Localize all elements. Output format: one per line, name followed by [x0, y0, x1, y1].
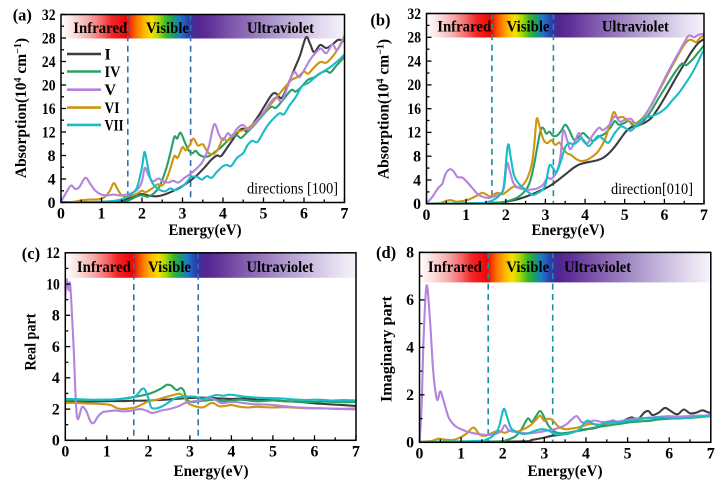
svg-text:Imaginary part: Imaginary part — [379, 295, 396, 402]
svg-text:7: 7 — [700, 207, 708, 224]
svg-text:Infrared: Infrared — [428, 259, 482, 276]
svg-text:5: 5 — [269, 443, 277, 460]
svg-text:28: 28 — [407, 30, 421, 47]
svg-text:(c): (c) — [22, 244, 40, 263]
svg-text:Visible: Visible — [148, 259, 191, 276]
svg-text:4: 4 — [413, 172, 421, 189]
svg-text:(a): (a) — [13, 5, 32, 24]
svg-text:2: 2 — [138, 206, 146, 223]
svg-text:0: 0 — [61, 443, 69, 460]
svg-text:Energy(eV): Energy(eV) — [174, 463, 249, 480]
svg-text:Energy(eV): Energy(eV) — [528, 463, 603, 480]
svg-text:32: 32 — [42, 7, 56, 24]
svg-text:2: 2 — [144, 443, 152, 460]
svg-text:Infrared: Infrared — [437, 19, 491, 36]
svg-text:1: 1 — [457, 445, 465, 462]
svg-text:7: 7 — [700, 207, 708, 224]
svg-text:24: 24 — [42, 54, 56, 71]
svg-text:8: 8 — [48, 148, 56, 165]
svg-text:6: 6 — [311, 443, 319, 460]
svg-text:0: 0 — [52, 433, 60, 450]
svg-text:1: 1 — [462, 207, 470, 224]
svg-text:Ultraviolet: Ultraviolet — [564, 259, 632, 276]
svg-text:5: 5 — [260, 206, 268, 223]
svg-text:4: 4 — [219, 206, 227, 223]
svg-text:5: 5 — [624, 445, 632, 462]
svg-text:12: 12 — [46, 245, 60, 262]
svg-text:0: 0 — [57, 206, 65, 223]
svg-text:Infrared: Infrared — [73, 20, 127, 37]
svg-text:10: 10 — [46, 276, 60, 293]
svg-text:4: 4 — [48, 171, 56, 188]
svg-text:5: 5 — [621, 207, 629, 224]
svg-text:16: 16 — [407, 101, 421, 118]
svg-text:8: 8 — [52, 308, 60, 325]
svg-text:0: 0 — [48, 195, 56, 212]
svg-text:6: 6 — [300, 206, 308, 223]
svg-text:(b): (b) — [370, 10, 390, 29]
svg-text:8: 8 — [413, 149, 421, 166]
svg-text:(d): (d) — [376, 243, 396, 262]
svg-text:4: 4 — [52, 370, 60, 387]
svg-text:6: 6 — [52, 339, 60, 356]
svg-text:3: 3 — [186, 443, 194, 460]
svg-text:Infrared: Infrared — [77, 259, 131, 276]
svg-text:VII: VII — [105, 117, 124, 134]
svg-text:0: 0 — [423, 207, 431, 224]
svg-text:Energy(eV): Energy(eV) — [169, 222, 242, 239]
svg-text:6: 6 — [665, 445, 673, 462]
svg-text:I: I — [105, 47, 111, 64]
svg-text:0: 0 — [406, 435, 414, 452]
svg-text:Ultraviolet: Ultraviolet — [247, 20, 315, 37]
svg-text:VI: VI — [105, 100, 120, 117]
svg-text:Absorption(104 cm−1): Absorption(104 cm−1) — [13, 38, 30, 178]
svg-text:3: 3 — [541, 207, 549, 224]
svg-text:Ultraviolet: Ultraviolet — [602, 19, 670, 36]
svg-text:Absorption(104 cm−1): Absorption(104 cm−1) — [376, 39, 393, 179]
svg-text:16: 16 — [42, 101, 56, 118]
svg-text:7: 7 — [707, 445, 715, 462]
svg-text:7: 7 — [352, 443, 360, 460]
svg-text:IV: IV — [105, 64, 121, 81]
svg-text:direction[010]: direction[010] — [611, 181, 693, 198]
svg-text:7: 7 — [341, 206, 349, 223]
svg-text:7: 7 — [352, 443, 360, 460]
svg-text:2: 2 — [52, 401, 60, 418]
svg-text:7: 7 — [707, 445, 715, 462]
svg-text:3: 3 — [179, 206, 187, 223]
svg-text:0: 0 — [416, 445, 424, 462]
svg-text:2: 2 — [502, 207, 510, 224]
svg-text:12: 12 — [407, 125, 421, 142]
svg-text:1: 1 — [98, 206, 106, 223]
svg-text:4: 4 — [227, 443, 235, 460]
svg-text:7: 7 — [341, 206, 349, 223]
svg-text:Visible: Visible — [507, 19, 550, 36]
svg-text:20: 20 — [42, 77, 56, 94]
svg-text:6: 6 — [406, 292, 414, 309]
svg-text:Ultraviolet: Ultraviolet — [247, 259, 315, 276]
svg-text:20: 20 — [407, 77, 421, 94]
svg-text:4: 4 — [582, 445, 590, 462]
svg-text:32: 32 — [407, 6, 421, 23]
svg-text:3: 3 — [540, 445, 548, 462]
svg-text:12: 12 — [42, 124, 56, 141]
svg-text:directions [100]: directions [100] — [247, 181, 338, 198]
svg-text:Real part: Real part — [23, 313, 40, 371]
svg-text:Visible: Visible — [146, 20, 189, 37]
svg-text:4: 4 — [581, 207, 589, 224]
svg-text:Visible: Visible — [506, 259, 549, 276]
svg-text:Energy(eV): Energy(eV) — [532, 222, 605, 239]
svg-text:2: 2 — [406, 387, 414, 404]
svg-text:24: 24 — [407, 53, 421, 70]
svg-text:V: V — [105, 82, 117, 99]
svg-text:2: 2 — [499, 445, 507, 462]
svg-text:1: 1 — [103, 443, 111, 460]
svg-text:6: 6 — [660, 207, 668, 224]
svg-text:8: 8 — [406, 245, 414, 262]
svg-text:28: 28 — [42, 30, 56, 47]
svg-text:4: 4 — [406, 340, 414, 357]
svg-text:0: 0 — [413, 196, 421, 213]
